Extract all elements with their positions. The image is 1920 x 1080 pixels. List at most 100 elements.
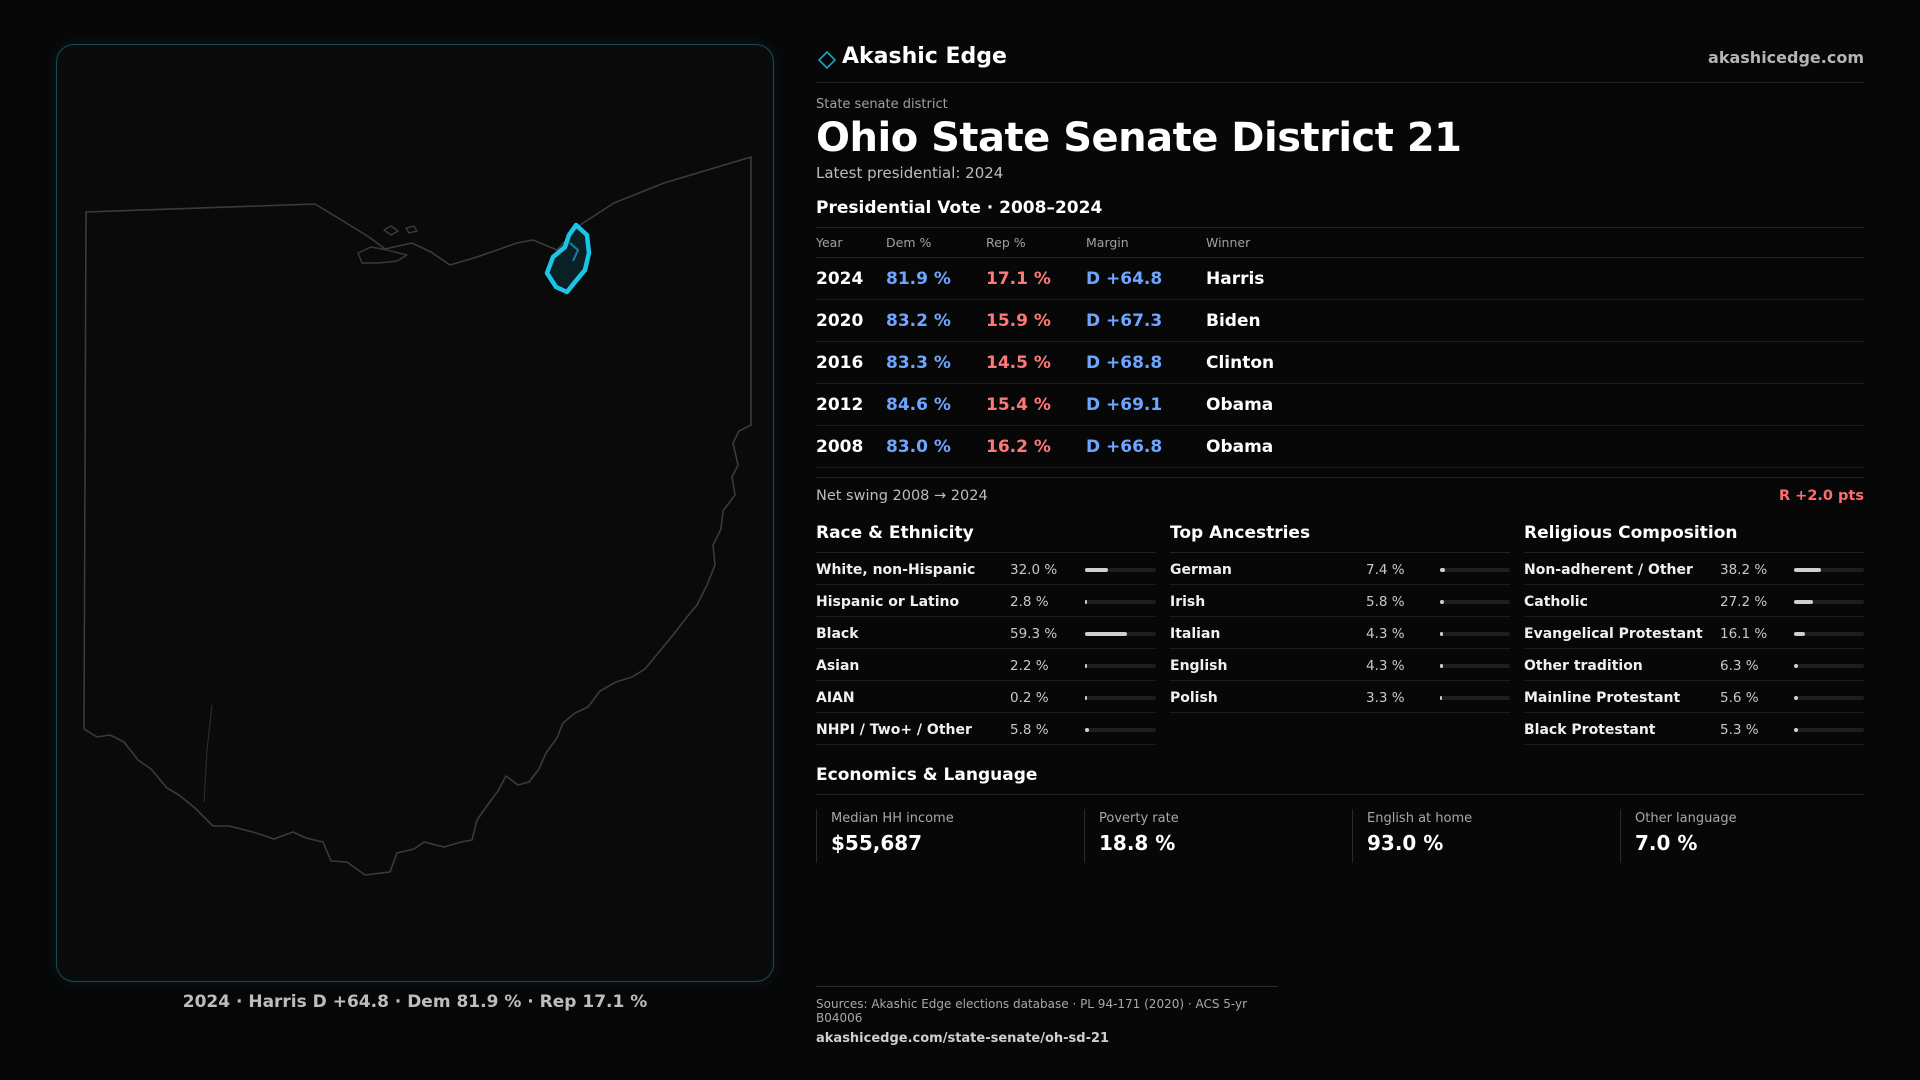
demo-row: NHPI / Two+ / Other 5.8 % [816, 713, 1156, 745]
share-bar-fill [1794, 632, 1805, 636]
demo-row: Other tradition 6.3 % [1524, 649, 1864, 681]
table-header-row: Year Dem % Rep % Margin Winner [816, 228, 1864, 258]
share-bar-fill [1085, 696, 1087, 700]
econ-label: Median HH income [831, 811, 954, 826]
econ-value: 18.8 % [1099, 831, 1176, 855]
race-ethnicity-title: Race & Ethnicity [816, 523, 1156, 553]
cell-rep: 14.5 % [986, 341, 1086, 384]
demo-row-label: Black Protestant [1524, 722, 1656, 738]
demo-row-label: Mainline Protestant [1524, 690, 1681, 706]
demo-row-label: Evangelical Protestant [1524, 626, 1703, 642]
share-bar-track [1085, 568, 1156, 572]
cell-dem: 81.9 % [886, 257, 986, 300]
share-bar-track [1794, 568, 1864, 572]
economics-cards: Median HH income $55,687 Poverty rate 18… [816, 809, 1864, 877]
share-bar-track [1440, 696, 1510, 700]
econ-label: English at home [1367, 811, 1473, 826]
demo-row: AIAN 0.2 % [816, 681, 1156, 713]
district-21-highlight [544, 222, 592, 295]
demo-row: Non-adherent / Other 38.2 % [1524, 553, 1864, 585]
cell-winner: Clinton [1206, 341, 1864, 384]
share-bar-fill [1794, 696, 1798, 700]
cell-rep: 15.4 % [986, 383, 1086, 426]
votes-section-title: Presidential Vote · 2008–2024 [816, 198, 1864, 228]
share-bar-track [1085, 696, 1156, 700]
demo-row-value: 5.8 % [1010, 722, 1049, 738]
cell-winner: Obama [1206, 425, 1864, 468]
demo-row-value: 5.6 % [1720, 690, 1759, 706]
cell-rep: 16.2 % [986, 425, 1086, 468]
share-bar-fill [1794, 600, 1813, 604]
share-bar-track [1085, 600, 1156, 604]
share-bar-fill [1794, 728, 1798, 732]
col-margin: Margin [1086, 228, 1206, 258]
cell-dem: 84.6 % [886, 383, 986, 426]
demo-row-label: German [1170, 562, 1232, 578]
district-type: State senate district [816, 97, 948, 112]
ohio-county-line [203, 704, 213, 803]
demo-row: Catholic 27.2 % [1524, 585, 1864, 617]
econ-value: 7.0 % [1635, 831, 1698, 855]
demo-row-value: 7.4 % [1366, 562, 1405, 578]
share-bar-track [1794, 664, 1864, 668]
demo-row: Black 59.3 % [816, 617, 1156, 649]
demo-row-label: Black [816, 626, 859, 642]
share-bar-fill [1440, 600, 1444, 604]
demo-row-label: Asian [816, 658, 860, 674]
brand-header: Akashic Edge akashicedge.com [816, 40, 1864, 83]
table-row: 2016 83.3 % 14.5 % D +68.8 Clinton [816, 341, 1864, 384]
cell-year: 2024 [816, 257, 886, 300]
district-map[interactable] [56, 44, 774, 982]
district-panel: Akashic Edge akashicedge.com State senat… [816, 40, 1864, 877]
share-bar-fill [1440, 696, 1442, 700]
demo-row: Italian 4.3 % [1170, 617, 1510, 649]
demo-row-value: 59.3 % [1010, 626, 1058, 642]
map-caption: 2024 · Harris D +64.8 · Dem 81.9 % · Rep… [182, 992, 648, 1012]
share-bar-track [1085, 664, 1156, 668]
demo-row-label: Other tradition [1524, 658, 1643, 674]
demo-row-value: 5.8 % [1366, 594, 1405, 610]
share-bar-fill [1085, 568, 1108, 572]
share-bar-track [1794, 600, 1864, 604]
demo-row: Hispanic or Latino 2.8 % [816, 585, 1156, 617]
race-ethnicity-panel: Race & Ethnicity White, non-Hispanic 32.0… [816, 523, 1156, 745]
sources-footer: Sources: Akashic Edge elections database… [816, 986, 1278, 1046]
cell-year: 2020 [816, 299, 886, 342]
sources-url[interactable]: akashicedge.com/state-senate/oh-sd-21 [816, 1031, 1110, 1046]
share-bar-fill [1794, 664, 1798, 668]
table-row: 2024 81.9 % 17.1 % D +64.8 Harris [816, 257, 1864, 300]
lake-erie-islands [357, 225, 418, 264]
share-bar-fill [1085, 664, 1087, 668]
demo-row-value: 27.2 % [1720, 594, 1768, 610]
demo-row: White, non-Hispanic 32.0 % [816, 553, 1156, 585]
demo-row-label: Polish [1170, 690, 1218, 706]
demo-row: Black Protestant 5.3 % [1524, 713, 1864, 745]
table-row: 2008 83.0 % 16.2 % D +66.8 Obama [816, 425, 1864, 468]
demo-row-label: Italian [1170, 626, 1221, 642]
share-bar-fill [1085, 728, 1089, 732]
demo-row-value: 2.2 % [1010, 658, 1049, 674]
page-title: Ohio State Senate District 21 [816, 115, 1462, 161]
brand-url[interactable]: akashicedge.com [1708, 48, 1864, 67]
cell-winner: Harris [1206, 257, 1864, 300]
econ-label: Other language [1635, 811, 1737, 826]
share-bar-fill [1085, 632, 1127, 636]
demo-row-label: Non-adherent / Other [1524, 562, 1693, 578]
econ-card-english: English at home 93.0 % [1352, 809, 1603, 863]
share-bar-track [1085, 728, 1156, 732]
demo-row-label: White, non-Hispanic [816, 562, 976, 578]
table-row: 2020 83.2 % 15.9 % D +67.3 Biden [816, 299, 1864, 342]
table-row: 2012 84.6 % 15.4 % D +69.1 Obama [816, 383, 1864, 426]
share-bar-track [1440, 600, 1510, 604]
presidential-vote-table: Year Dem % Rep % Margin Winner 2024 81.9… [816, 228, 1864, 468]
share-bar-track [1440, 632, 1510, 636]
col-winner: Winner [1206, 228, 1864, 258]
econ-card-income: Median HH income $55,687 [816, 809, 1067, 863]
demo-row-label: Hispanic or Latino [816, 594, 960, 610]
demo-row-value: 32.0 % [1010, 562, 1058, 578]
col-dem: Dem % [886, 228, 986, 258]
cell-margin: D +67.3 [1086, 299, 1206, 342]
demo-row: Evangelical Protestant 16.1 % [1524, 617, 1864, 649]
cell-margin: D +69.1 [1086, 383, 1206, 426]
share-bar-track [1440, 664, 1510, 668]
